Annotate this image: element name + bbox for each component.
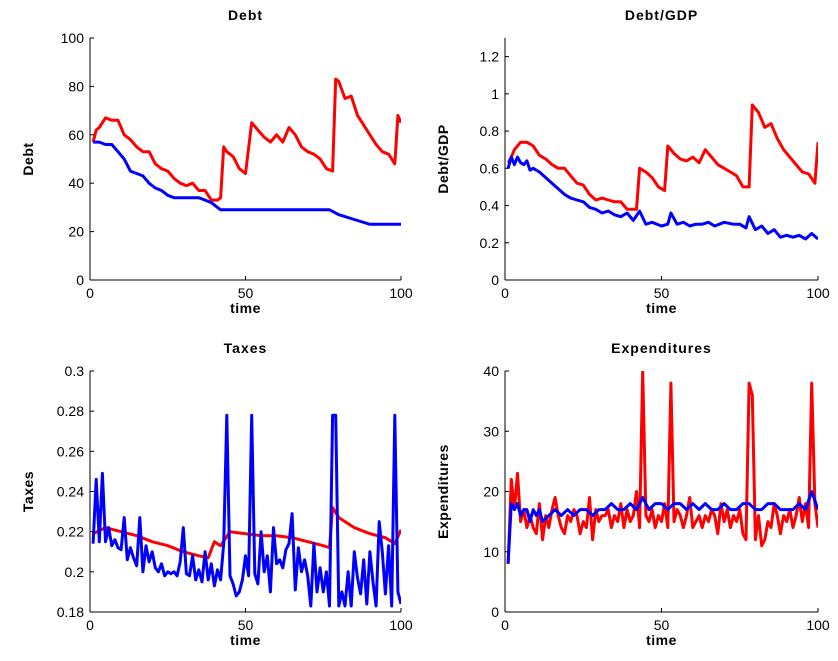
y-tick-label: 100 (61, 30, 85, 46)
x-tick-label: 50 (238, 617, 254, 633)
y-tick-label: 10 (483, 544, 499, 560)
y-tick-label: 1 (491, 86, 499, 102)
y-axis-label: Debt (20, 142, 36, 175)
y-tick-label: 0.3 (65, 363, 85, 379)
x-tick-label: 0 (86, 617, 94, 633)
y-tick-label: 0.6 (480, 160, 500, 176)
series-line-red (506, 371, 818, 564)
y-tick-label: 0.24 (57, 484, 84, 500)
x-tick-label: 0 (501, 285, 509, 301)
y-tick-label: 0.2 (65, 564, 85, 580)
chart-panel-4: 0 50 100 0 10 20 30 40 Expenditures time Expenditu… (435, 340, 830, 648)
y-tick-label: 60 (68, 127, 84, 143)
x-tick-label: 0 (86, 285, 94, 301)
x-tick-label: 50 (654, 617, 670, 633)
x-axis-label: time (646, 632, 677, 648)
series-line-blue (506, 155, 818, 241)
series-line-blue (93, 140, 401, 226)
series-line-red (506, 103, 818, 211)
y-tick-label: 40 (483, 363, 499, 379)
y-tick-label: 20 (483, 484, 499, 500)
y-tick-label: 0.2 (480, 235, 500, 251)
y-axis-label: Taxes (20, 471, 36, 512)
x-tick-label: 50 (238, 285, 254, 301)
chart-title: Debt/GDP (625, 7, 698, 23)
x-tick-label: 50 (654, 285, 670, 301)
x-tick-label: 0 (501, 617, 509, 633)
y-tick-label: 20 (68, 224, 84, 240)
series-line-blue (91, 413, 401, 608)
y-axis-label: Debt/GDP (435, 124, 451, 193)
x-tick-label: 100 (389, 285, 413, 301)
y-tick-label: 0 (491, 272, 499, 288)
chart-panel-2: 0 50 100 0 0.2 0.4 0.6 0.8 1 1.2 Debt/GDP time Debt/… (435, 7, 830, 316)
series-line-red (91, 77, 401, 202)
y-tick-label: 0.8 (480, 123, 500, 139)
y-tick-label: 0.26 (57, 443, 84, 459)
y-tick-label: 0.28 (57, 403, 84, 419)
chart-title: Taxes (224, 340, 268, 356)
chart-title: Expenditures (611, 340, 712, 356)
chart-panel-1: 0 50 100 0 20 40 60 80 100 Debt time Debt (20, 7, 413, 316)
y-tick-label: 0 (491, 604, 499, 620)
y-tick-label: 0 (76, 272, 84, 288)
x-tick-label: 100 (806, 617, 830, 633)
y-tick-label: 0.18 (57, 604, 84, 620)
y-tick-label: 0.22 (57, 524, 84, 540)
y-tick-label: 80 (68, 78, 84, 94)
x-tick-label: 100 (806, 285, 830, 301)
y-tick-label: 40 (68, 175, 84, 191)
y-tick-label: 30 (483, 423, 499, 439)
x-axis-label: time (230, 632, 261, 648)
chart-panel-3: 0 50 100 0.18 0.2 0.22 0.24 0.26 0.28 0.3 Taxes tim… (20, 340, 413, 648)
y-tick-label: 0.4 (480, 198, 500, 214)
series-line-blue (506, 490, 818, 564)
x-tick-label: 100 (389, 617, 413, 633)
chart-title: Debt (228, 7, 263, 23)
y-axis-label: Expenditures (435, 444, 451, 539)
x-axis-label: time (230, 300, 261, 316)
y-tick-label: 1.2 (480, 49, 500, 65)
x-axis-label: time (646, 300, 677, 316)
